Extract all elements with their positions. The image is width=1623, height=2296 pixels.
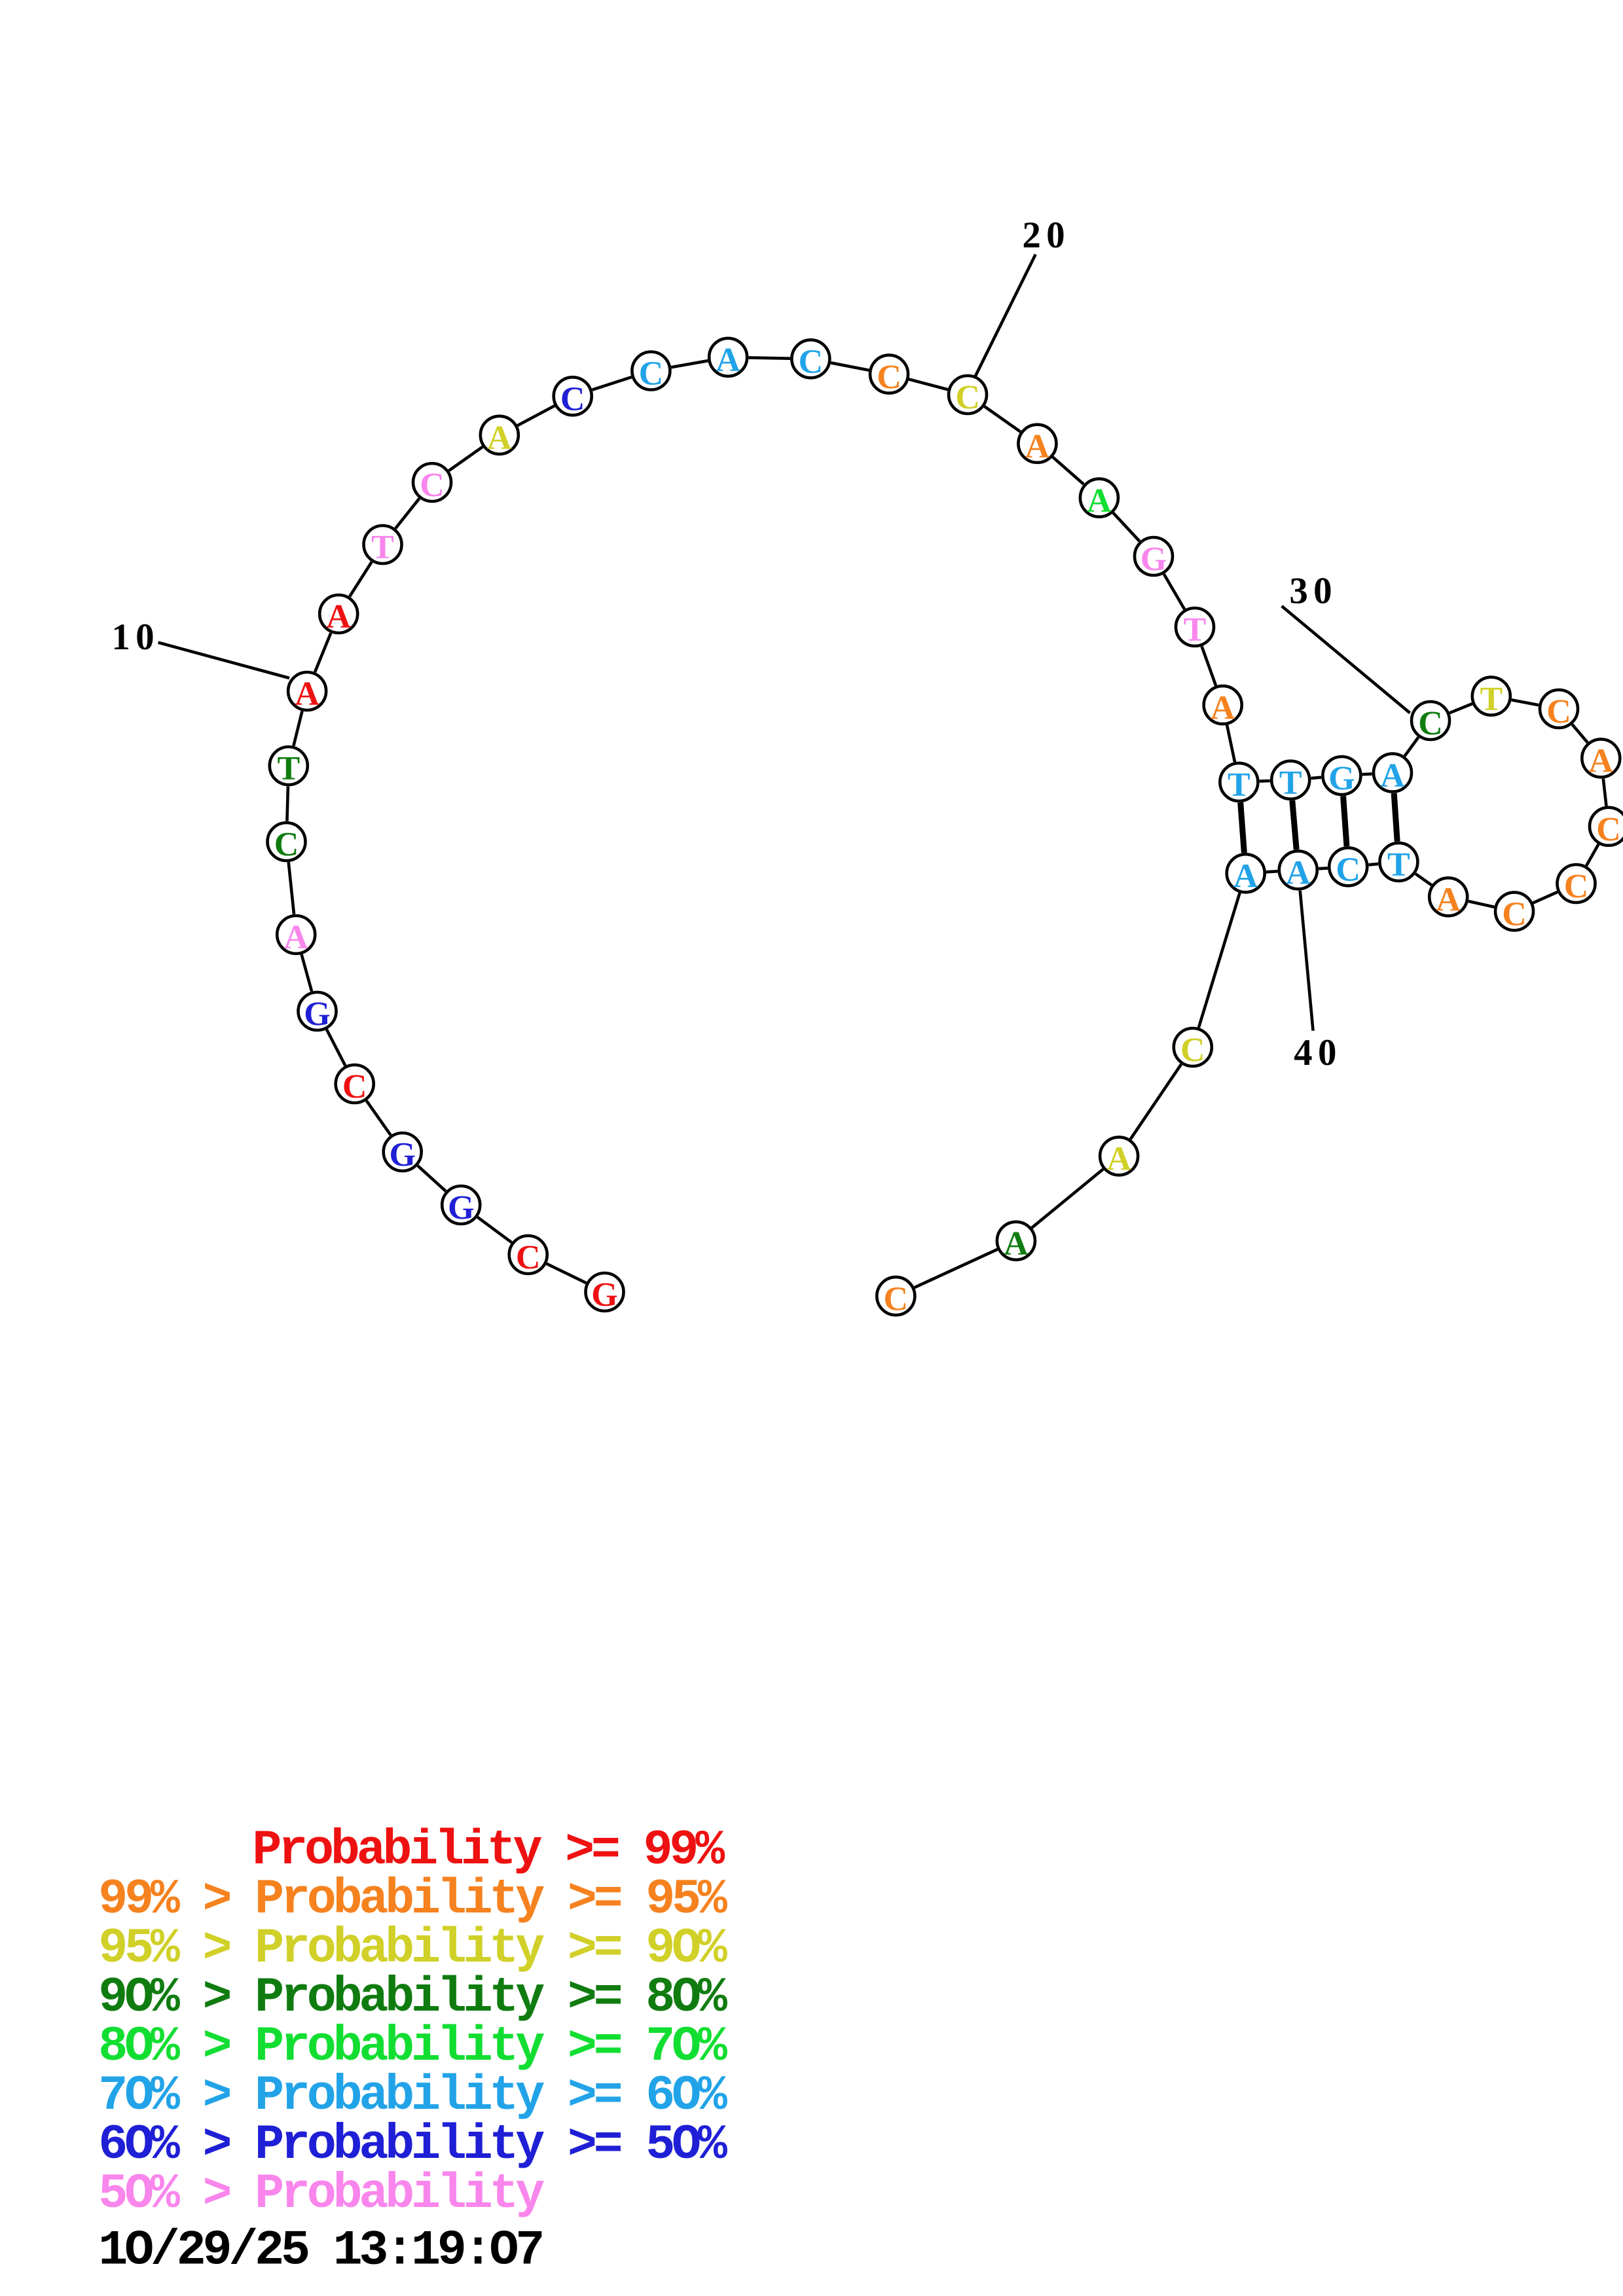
- svg-text:T: T: [1228, 766, 1250, 804]
- svg-text:C: C: [342, 1068, 367, 1105]
- svg-text:G: G: [448, 1189, 474, 1227]
- svg-text:G: G: [389, 1136, 415, 1174]
- svg-text:T: T: [277, 750, 300, 787]
- svg-text:A: A: [1087, 482, 1112, 520]
- svg-text:C: C: [639, 355, 664, 393]
- svg-text:7O% > Probability >= 6O%: 7O% > Probability >= 6O%: [98, 2068, 728, 2124]
- svg-text:G: G: [1328, 760, 1355, 797]
- svg-text:A: A: [1233, 857, 1258, 895]
- svg-text:1O/29/25 13:19:O7: 1O/29/25 13:19:O7: [98, 2223, 541, 2278]
- svg-text:T: T: [1279, 764, 1302, 802]
- svg-text:C: C: [1502, 896, 1527, 933]
- svg-text:A: A: [487, 420, 512, 457]
- svg-text:C: C: [1564, 868, 1589, 905]
- svg-text:T: T: [1480, 681, 1503, 718]
- svg-text:99% > Probability >= 95%: 99% > Probability >= 95%: [98, 1872, 728, 1928]
- svg-text:A: A: [1211, 689, 1235, 726]
- svg-text:A: A: [326, 598, 351, 636]
- svg-text:9O% > Probability >= 8O%: 9O% > Probability >= 8O%: [98, 1970, 728, 2026]
- svg-text:40: 40: [1294, 1032, 1342, 1073]
- svg-text:6O% > Probability >= 5O%: 6O% > Probability >= 5O%: [98, 2117, 728, 2173]
- svg-text:C: C: [1596, 811, 1621, 848]
- svg-text:G: G: [1140, 541, 1167, 578]
- svg-text:C: C: [884, 1280, 909, 1318]
- svg-text:30: 30: [1289, 570, 1338, 611]
- svg-text:C: C: [955, 379, 980, 416]
- svg-text:5O% > Probability: 5O% > Probability: [98, 2166, 544, 2222]
- svg-text:C: C: [516, 1239, 541, 1276]
- svg-text:G: G: [304, 996, 330, 1033]
- svg-text:C: C: [1336, 852, 1360, 889]
- svg-text:A: A: [1589, 743, 1614, 780]
- svg-text:A: A: [1380, 757, 1405, 795]
- svg-text:A: A: [1436, 882, 1461, 919]
- svg-text:A: A: [283, 919, 308, 956]
- svg-text:A: A: [1106, 1141, 1131, 1178]
- svg-text:T: T: [371, 529, 394, 566]
- svg-text:A: A: [716, 342, 740, 379]
- svg-text:C: C: [1418, 705, 1443, 742]
- svg-text:G: G: [591, 1276, 617, 1314]
- svg-text:C: C: [420, 467, 445, 504]
- svg-text:C: C: [799, 344, 824, 381]
- svg-text:A: A: [1286, 855, 1311, 892]
- svg-text:A: A: [1004, 1225, 1029, 1263]
- svg-text:Probability >= 99%: Probability >= 99%: [252, 1823, 725, 1878]
- svg-text:C: C: [274, 826, 299, 863]
- svg-text:C: C: [560, 381, 585, 418]
- svg-text:A: A: [1025, 428, 1050, 465]
- svg-text:C: C: [877, 359, 902, 396]
- svg-text:A: A: [295, 675, 319, 713]
- svg-text:T: T: [1184, 611, 1207, 649]
- svg-text:20: 20: [1022, 215, 1070, 256]
- svg-text:C: C: [1546, 693, 1571, 730]
- svg-text:T: T: [1387, 846, 1410, 884]
- svg-text:10: 10: [111, 617, 160, 658]
- svg-text:95% > Probability >= 9O%: 95% > Probability >= 9O%: [98, 1921, 728, 1977]
- svg-text:C: C: [1180, 1031, 1205, 1069]
- svg-text:8O% > Probability >= 7O%: 8O% > Probability >= 7O%: [98, 2019, 728, 2075]
